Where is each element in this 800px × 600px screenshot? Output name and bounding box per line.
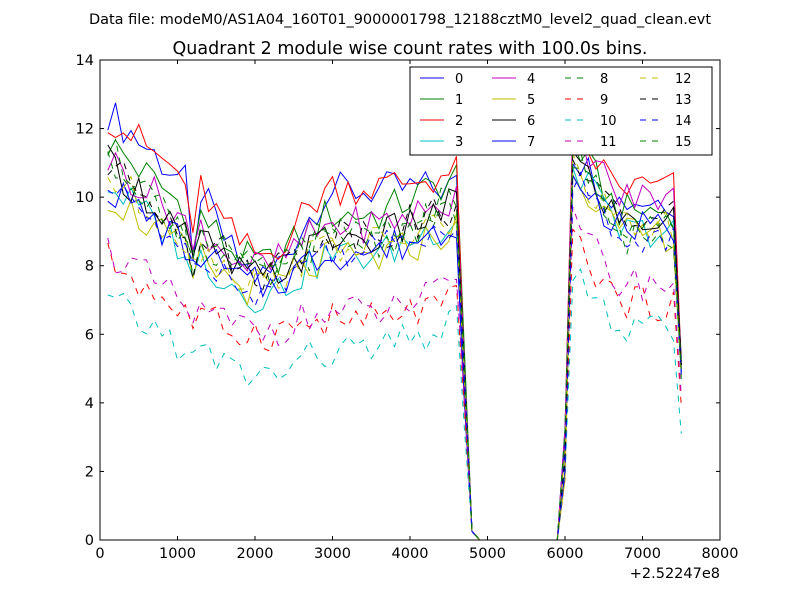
x-tick-label: 5000 [469, 546, 506, 562]
legend-label-1: 1 [455, 93, 463, 108]
chart-title: Quadrant 2 module wise count rates with … [173, 39, 648, 59]
series-line-13 [107, 159, 682, 541]
legend-label-7: 7 [527, 135, 535, 150]
legend-label-3: 3 [455, 135, 463, 150]
legend-label-12: 12 [675, 72, 692, 87]
y-tick-label: 6 [85, 327, 94, 343]
x-tick-label: 7000 [624, 546, 661, 562]
x-tick-label: 2000 [237, 546, 274, 562]
y-tick-label: 4 [85, 396, 94, 412]
legend-label-9: 9 [600, 93, 608, 108]
legend-frame [409, 66, 713, 156]
series-line-11 [107, 206, 682, 541]
series-line-15 [107, 145, 682, 541]
legend-label-13: 13 [675, 93, 692, 108]
series-line-14 [107, 171, 682, 541]
series-line-6 [107, 144, 682, 541]
series-line-3 [107, 167, 682, 541]
legend-label-8: 8 [600, 72, 608, 87]
y-tick-label: 12 [76, 122, 94, 138]
series-line-0 [107, 102, 682, 541]
legend-label-10: 10 [600, 114, 617, 129]
x-tick-label: 0 [95, 546, 104, 562]
x-tick-label: 4000 [392, 546, 429, 562]
x-axis-offset-label: +2.52247e8 [630, 566, 720, 582]
x-tick-label: 1000 [159, 546, 196, 562]
series-line-10 [107, 267, 682, 541]
legend-label-5: 5 [527, 93, 535, 108]
x-tick-label: 3000 [314, 546, 351, 562]
series-line-12 [107, 153, 682, 541]
series-line-9 [107, 228, 682, 541]
y-tick-label: 14 [76, 53, 94, 69]
y-tick-label: 10 [76, 190, 94, 206]
legend-label-14: 14 [675, 114, 692, 129]
legend-label-0: 0 [455, 72, 463, 87]
x-tick-label: 8000 [702, 546, 739, 562]
legend-label-2: 2 [455, 114, 463, 129]
legend-label-15: 15 [675, 135, 692, 150]
legend-label-4: 4 [527, 72, 535, 87]
x-tick-label: 6000 [547, 546, 584, 562]
y-tick-label: 2 [85, 464, 94, 480]
legend-label-6: 6 [527, 114, 535, 129]
y-tick-label: 0 [85, 533, 94, 549]
ticks-layer: 0 1000 2000 3000 4000 5000 6000 7000 80000246810… [76, 53, 739, 562]
y-tick-label: 8 [85, 259, 94, 275]
figure-suptitle: Data file: modeM0/AS1A04_160T01_90000017… [89, 12, 711, 28]
series-layer [107, 102, 682, 541]
series-line-7 [107, 173, 682, 541]
legend-label-11: 11 [600, 135, 617, 150]
